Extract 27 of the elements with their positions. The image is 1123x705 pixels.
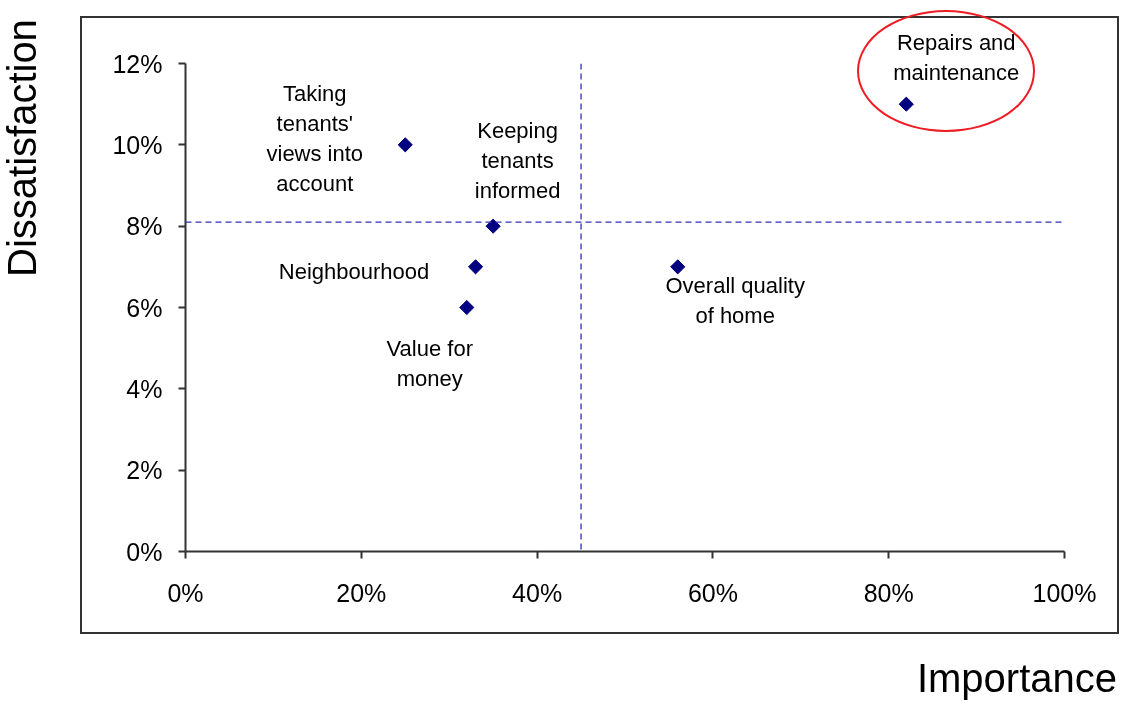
y-tick-label: 12% bbox=[112, 49, 163, 78]
y-tick-label: 0% bbox=[126, 537, 163, 566]
y-axis-title: Dissatisfaction bbox=[0, 19, 44, 277]
x-tick-label: 20% bbox=[336, 578, 387, 607]
annotation: Neighbourhood bbox=[278, 258, 430, 287]
y-tick-label: 8% bbox=[126, 212, 163, 241]
annotation: Keeping tenants informed bbox=[474, 116, 561, 205]
annotation: Repairs and maintenance bbox=[893, 28, 1020, 87]
x-tick-label: 100% bbox=[1032, 578, 1097, 607]
point bbox=[898, 96, 914, 112]
x-axis-title: Importance bbox=[916, 656, 1117, 700]
y-tick-label: 4% bbox=[126, 374, 163, 403]
y-tick-label: 6% bbox=[126, 293, 163, 322]
x-tick-label: 0% bbox=[167, 578, 204, 607]
point bbox=[468, 259, 484, 275]
y-tick-label: 2% bbox=[126, 456, 163, 485]
x-tick-label: 40% bbox=[512, 578, 563, 607]
x-tick-label: 80% bbox=[863, 578, 914, 607]
point bbox=[670, 259, 686, 275]
y-tick-label: 10% bbox=[112, 130, 163, 159]
point bbox=[397, 137, 413, 153]
annotation: Overall quality of home bbox=[665, 272, 805, 331]
annotation: Taking tenants' views into account bbox=[266, 80, 364, 199]
point bbox=[459, 299, 475, 316]
annotation: Value for money bbox=[386, 335, 473, 393]
point bbox=[485, 218, 501, 234]
x-tick-label: 60% bbox=[687, 578, 738, 607]
